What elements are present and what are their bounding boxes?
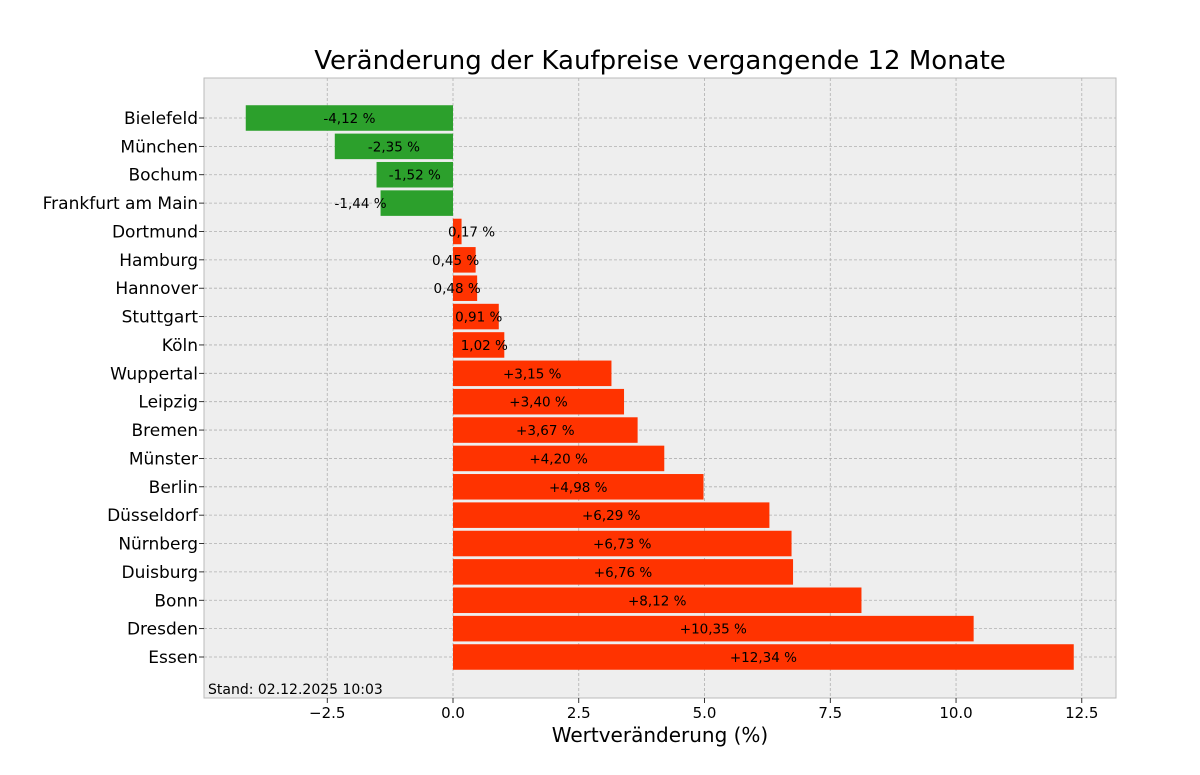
data-label: +4,20 % (529, 451, 588, 467)
y-tick-label: Leipzig (138, 393, 198, 413)
bar (453, 303, 499, 330)
data-label: 0,45 % (432, 253, 479, 269)
bar (453, 360, 612, 387)
bar (453, 388, 625, 415)
y-tick-label: Dresden (127, 620, 198, 640)
x-tick-label: 12.5 (1065, 704, 1098, 722)
bar (453, 530, 792, 557)
y-tick-label: Hamburg (119, 251, 198, 271)
bar (453, 275, 478, 301)
y-tick-label: Dortmund (112, 222, 198, 242)
bar (453, 247, 476, 273)
x-tick-label: 2.5 (567, 704, 591, 722)
chart-title: Veränderung der Kaufpreise vergangende 1… (314, 46, 1006, 76)
bar (453, 615, 974, 642)
x-tick-label: 7.5 (818, 704, 842, 722)
data-label: +6,29 % (582, 508, 641, 524)
data-label: +3,67 % (516, 423, 575, 439)
data-label: +6,76 % (594, 565, 653, 581)
data-label: 1,02 % (461, 338, 508, 354)
y-tick-label: Düsseldorf (107, 506, 199, 526)
bar (453, 502, 770, 528)
y-tick-label: Wuppertal (110, 364, 198, 384)
data-labels: -4,12 % -2,35 % -1,52 %-1,44 % 0,17 % 0,45 %… (323, 111, 797, 666)
data-label: 0,91 % (455, 310, 502, 326)
data-label: -2,35 % (368, 139, 420, 155)
bar (334, 133, 454, 160)
data-label: +3,40 % (509, 395, 568, 411)
bar (453, 587, 862, 614)
bar (453, 445, 665, 472)
x-tick-label: −2.5 (309, 704, 345, 722)
x-axis-label: Wertveränderung (%) (552, 723, 769, 747)
data-label: +6,73 % (593, 537, 652, 553)
data-label: 0,48 % (434, 281, 481, 297)
x-tick-label: 5.0 (693, 704, 717, 722)
timestamp-annotation: Stand: 02.12.2025 10:03 (208, 682, 383, 698)
bar (453, 218, 462, 245)
data-label: -1,44 % (335, 196, 387, 212)
y-tick-label: Berlin (149, 478, 198, 498)
y-tick-label: Köln (162, 336, 198, 356)
y-tick-label: Essen (148, 648, 198, 668)
data-label: +10,35 % (680, 622, 747, 638)
data-label: -1,52 % (389, 168, 441, 184)
y-tick-label: Stuttgart (122, 308, 199, 328)
x-tick-label: 0.0 (441, 704, 465, 722)
y-tick-label: München (120, 137, 198, 157)
data-label: +8,12 % (628, 593, 687, 609)
y-tick-label: Bielefeld (124, 109, 198, 129)
bars (245, 105, 1074, 670)
y-tick-label: Hannover (115, 279, 198, 299)
y-tick-label: Bremen (131, 421, 198, 441)
y-tick-label: Bonn (154, 591, 198, 611)
bar (453, 332, 505, 358)
data-label: +4,98 % (549, 480, 608, 496)
bar (453, 644, 1074, 670)
bar (453, 417, 638, 443)
bar (453, 474, 704, 500)
x-axis: −2.5 0.0 2.5 5.0 7.5 10.0 12.5 (309, 698, 1098, 722)
bar (376, 161, 454, 188)
data-label: 0,17 % (448, 224, 495, 240)
y-axis: Bielefeld München Bochum Frankfurt am Main D… (43, 109, 204, 668)
y-tick-label: Frankfurt am Main (43, 194, 198, 214)
y-tick-label: Münster (129, 449, 198, 469)
x-tick-label: 10.0 (939, 704, 972, 722)
data-label: +12,34 % (730, 650, 797, 666)
bar (453, 559, 794, 585)
data-label: -4,12 % (323, 111, 375, 127)
y-tick-label: Nürnberg (118, 535, 198, 555)
data-label: +3,15 % (503, 366, 562, 382)
y-tick-label: Bochum (128, 166, 198, 186)
bar (380, 190, 454, 216)
bar (245, 105, 454, 131)
y-tick-label: Duisburg (122, 563, 199, 583)
